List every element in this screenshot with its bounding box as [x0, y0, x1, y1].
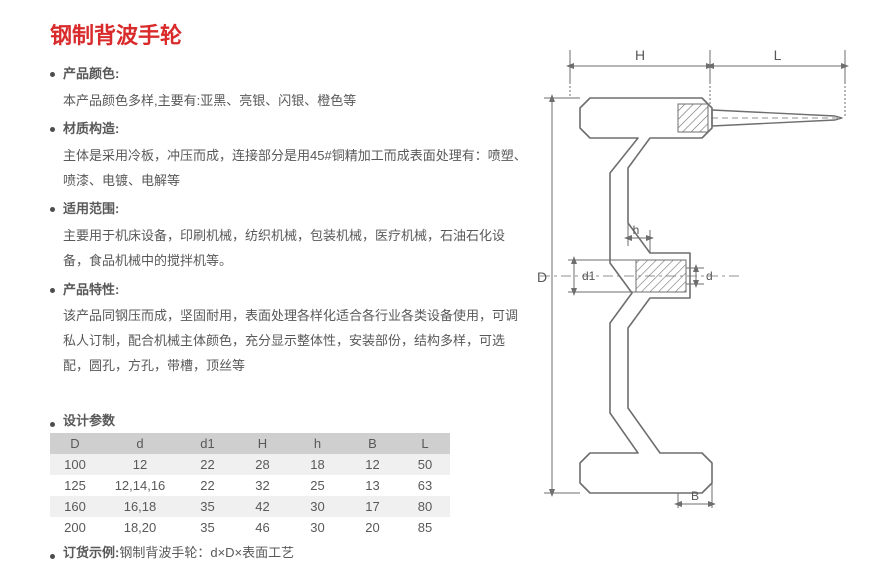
table-header: B	[345, 433, 400, 454]
spec-item: 材质构造:	[50, 117, 530, 142]
bullet-icon	[50, 72, 55, 77]
table-cell: 50	[400, 454, 450, 475]
bullet-icon	[50, 127, 55, 132]
spec-text: 该产品同钢压而成，坚固耐用，表面处理各样化适合各行业各类设备使用，可调私人订制，…	[50, 304, 530, 378]
spec-item: 适用范围:	[50, 197, 530, 222]
table-cell: 35	[180, 517, 235, 538]
table-cell: 18,20	[100, 517, 180, 538]
table-header: h	[290, 433, 345, 454]
bullet-icon	[50, 288, 55, 293]
svg-text:d1: d1	[582, 269, 596, 283]
table-cell: 80	[400, 496, 450, 517]
table-cell: 35	[180, 496, 235, 517]
table-cell: 20	[345, 517, 400, 538]
params-table: Ddd1HhBL 10012222818125012512,14,1622322…	[50, 433, 450, 538]
svg-text:B: B	[691, 489, 699, 503]
table-cell: 17	[345, 496, 400, 517]
table-header: d1	[180, 433, 235, 454]
table-cell: 25	[290, 475, 345, 496]
technical-diagram: H L Dd1 h d B	[530, 18, 865, 533]
spec-label: 适用范围:	[63, 197, 119, 222]
table-cell: 28	[235, 454, 290, 475]
svg-text:D: D	[537, 269, 547, 285]
table-cell: 32	[235, 475, 290, 496]
table-row: 12512,14,162232251363	[50, 475, 450, 496]
svg-text:L: L	[774, 47, 782, 63]
table-header: D	[50, 433, 100, 454]
table-cell: 160	[50, 496, 100, 517]
bullet-icon	[50, 422, 55, 427]
spec-label: 产品特性:	[63, 278, 119, 303]
bullet-icon	[50, 554, 55, 559]
spec-label: 材质构造:	[63, 117, 119, 142]
spec-item: 产品颜色:	[50, 62, 530, 87]
table-row: 16016,183542301780	[50, 496, 450, 517]
bullet-icon	[50, 207, 55, 212]
spec-text: 本产品颜色多样,主要有:亚黑、亮银、闪银、橙色等	[50, 89, 530, 114]
table-header: L	[400, 433, 450, 454]
params-title: 设计参数	[63, 410, 115, 429]
table-cell: 22	[180, 475, 235, 496]
table-cell: 16,18	[100, 496, 180, 517]
svg-text:h: h	[633, 223, 640, 237]
table-row: 100122228181250	[50, 454, 450, 475]
spec-text: 主体是采用冷板，冲压而成，连接部分是用45#铜精加工而成表面处理有：喷塑、喷漆、…	[50, 144, 530, 193]
svg-text:d: d	[706, 269, 713, 283]
table-cell: 30	[290, 517, 345, 538]
spec-label: 产品颜色:	[63, 62, 119, 87]
table-cell: 12	[100, 454, 180, 475]
table-cell: 63	[400, 475, 450, 496]
table-cell: 30	[290, 496, 345, 517]
spec-list: 产品颜色:本产品颜色多样,主要有:亚黑、亮银、闪银、橙色等材质构造:主体是采用冷…	[50, 62, 530, 378]
svg-text:H: H	[635, 47, 645, 63]
table-cell: 200	[50, 517, 100, 538]
spec-item: 产品特性:	[50, 278, 530, 303]
table-cell: 12,14,16	[100, 475, 180, 496]
table-cell: 13	[345, 475, 400, 496]
table-cell: 18	[290, 454, 345, 475]
table-header: d	[100, 433, 180, 454]
table-cell: 22	[180, 454, 235, 475]
table-cell: 100	[50, 454, 100, 475]
table-cell: 12	[345, 454, 400, 475]
table-header: H	[235, 433, 290, 454]
table-cell: 46	[235, 517, 290, 538]
table-cell: 125	[50, 475, 100, 496]
spec-text: 主要用于机床设备，印刷机械，纺织机械，包装机械，医疗机械，石油石化设备，食品机械…	[50, 224, 530, 273]
product-title: 钢制背波手轮	[50, 18, 530, 50]
table-row: 20018,203546302085	[50, 517, 450, 538]
order-label: 订货示例:	[63, 542, 119, 561]
table-cell: 85	[400, 517, 450, 538]
table-cell: 42	[235, 496, 290, 517]
order-text: 钢制背波手轮：d×D×表面工艺	[119, 542, 294, 561]
